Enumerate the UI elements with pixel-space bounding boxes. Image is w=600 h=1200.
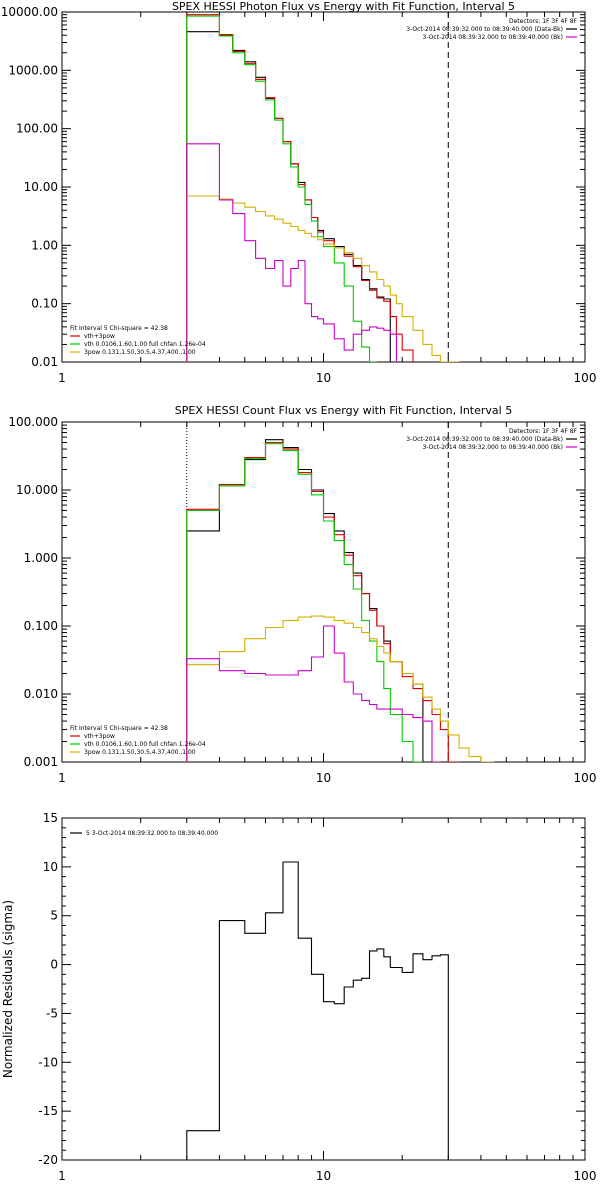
legend-entry-label: 3-Oct-2014 08:39:32.000 to 08:39:40.000 … bbox=[423, 444, 564, 451]
legend-entry-label: 3-Oct-2014 08:39:32.000 to 08:39:40.000 … bbox=[423, 34, 564, 41]
y-tick-label: 0.100 bbox=[24, 619, 58, 633]
photon-flux-chart: SPEX HESSI Photon Flux vs Energy with Fi… bbox=[1, 0, 597, 385]
y-tick-label: 0.001 bbox=[24, 755, 58, 769]
y-tick-label: 0.10 bbox=[31, 297, 58, 311]
legend-entry-label: vth 0.0106,1.60,1.00 full chfan 1.26e-04 bbox=[84, 341, 206, 348]
count-flux-chart: SPEX HESSI Count Flux vs Energy with Fit… bbox=[8, 404, 596, 785]
legend-entry-label: 3-Oct-2014 08:39:32.000 to 08:39:40.000 … bbox=[406, 26, 563, 33]
legend-entry-label: 3-Oct-2014 08:39:32.000 to 08:39:40.000 … bbox=[406, 436, 563, 443]
y-tick-label: -10 bbox=[38, 1055, 58, 1069]
series-line-2 bbox=[186, 15, 377, 362]
plot-frame bbox=[61, 11, 586, 363]
x-tick-label: 100 bbox=[574, 1169, 597, 1183]
legend-header: Fit Interval 5 Chi-square = 42.38 bbox=[70, 325, 168, 332]
residuals-chart: 1 10 100 -20 -15 -10 -5 0 5 10 15 Normalized Residu… bbox=[1, 811, 596, 1183]
y-tick-label: 5 bbox=[50, 909, 58, 923]
legend-entry-label: 3pow 0.131,1.50,30.5,4.37,400.,1.00 bbox=[84, 749, 196, 756]
y-tick-label: 1000.00 bbox=[8, 63, 58, 77]
chart-title: SPEX HESSI Count Flux vs Energy with Fit… bbox=[175, 404, 512, 417]
y-tick-label: 10.000 bbox=[16, 483, 58, 497]
y-tick-label: 10 bbox=[43, 860, 58, 874]
y-tick-label: 100.000 bbox=[8, 415, 58, 429]
y-tick-label: 100.00 bbox=[16, 122, 58, 136]
y-tick-label: 1.000 bbox=[24, 551, 58, 565]
series-line-0 bbox=[186, 31, 391, 362]
plot-area bbox=[186, 861, 449, 1160]
plot-area bbox=[186, 14, 460, 362]
series-line-0 bbox=[186, 439, 424, 762]
plot-frame bbox=[61, 421, 586, 763]
legend-entry-label: vth+3pow bbox=[84, 733, 115, 740]
y-tick-label: 0.01 bbox=[31, 355, 58, 369]
x-tick-label: 100 bbox=[574, 771, 597, 785]
series-line-3 bbox=[186, 615, 495, 762]
y-tick-label: 1.00 bbox=[31, 238, 58, 252]
y-axis-label: Normalized Residuals (sigma) bbox=[1, 900, 15, 1078]
x-tick-label: 1 bbox=[58, 771, 66, 785]
y-tick-label: 0 bbox=[50, 958, 58, 972]
series-line-4 bbox=[186, 143, 397, 362]
series-line-4 bbox=[186, 625, 441, 762]
y-tick-label: -5 bbox=[46, 1006, 58, 1020]
y-tick-label: 10000.00 bbox=[1, 5, 58, 19]
x-tick-label: 10 bbox=[316, 371, 331, 385]
legend-header: Detectors: 1F 3F 4F 8F bbox=[509, 18, 578, 25]
plot-area bbox=[186, 439, 495, 762]
y-tick-label: -20 bbox=[38, 1153, 58, 1167]
series-line-3 bbox=[186, 195, 460, 362]
y-tick-label: 0.010 bbox=[24, 687, 58, 701]
y-tick-label: 15 bbox=[43, 811, 58, 825]
legend-header: Detectors: 1F 3F 4F 8F bbox=[509, 428, 578, 435]
legend-entry-label: 5 3-Oct-2014 08:39:32.000 to 08:39:40.00… bbox=[86, 830, 218, 837]
series-line-1 bbox=[186, 14, 414, 362]
x-tick-label: 100 bbox=[574, 371, 597, 385]
legend-header: Fit Interval 5 Chi-square = 42.38 bbox=[70, 725, 168, 732]
y-tick-label: 10.00 bbox=[24, 180, 58, 194]
series-line-2 bbox=[186, 443, 423, 762]
series-line-0 bbox=[186, 861, 449, 1160]
y-tick-label: -15 bbox=[38, 1104, 58, 1118]
x-tick-label: 10 bbox=[316, 1169, 331, 1183]
x-tick-label: 10 bbox=[316, 771, 331, 785]
x-tick-label: 1 bbox=[58, 371, 66, 385]
x-tick-label: 1 bbox=[58, 1169, 66, 1183]
legend-entry-label: vth+3pow bbox=[84, 333, 115, 340]
chart-title: SPEX HESSI Photon Flux vs Energy with Fi… bbox=[172, 0, 515, 13]
legend-entry-label: 3pow 0.131,1.50,30.5,4.37,400.,1.00 bbox=[84, 349, 196, 356]
legend-entry-label: vth 0.0106,1.60,1.00 full chfan 1.26e-04 bbox=[84, 741, 206, 748]
